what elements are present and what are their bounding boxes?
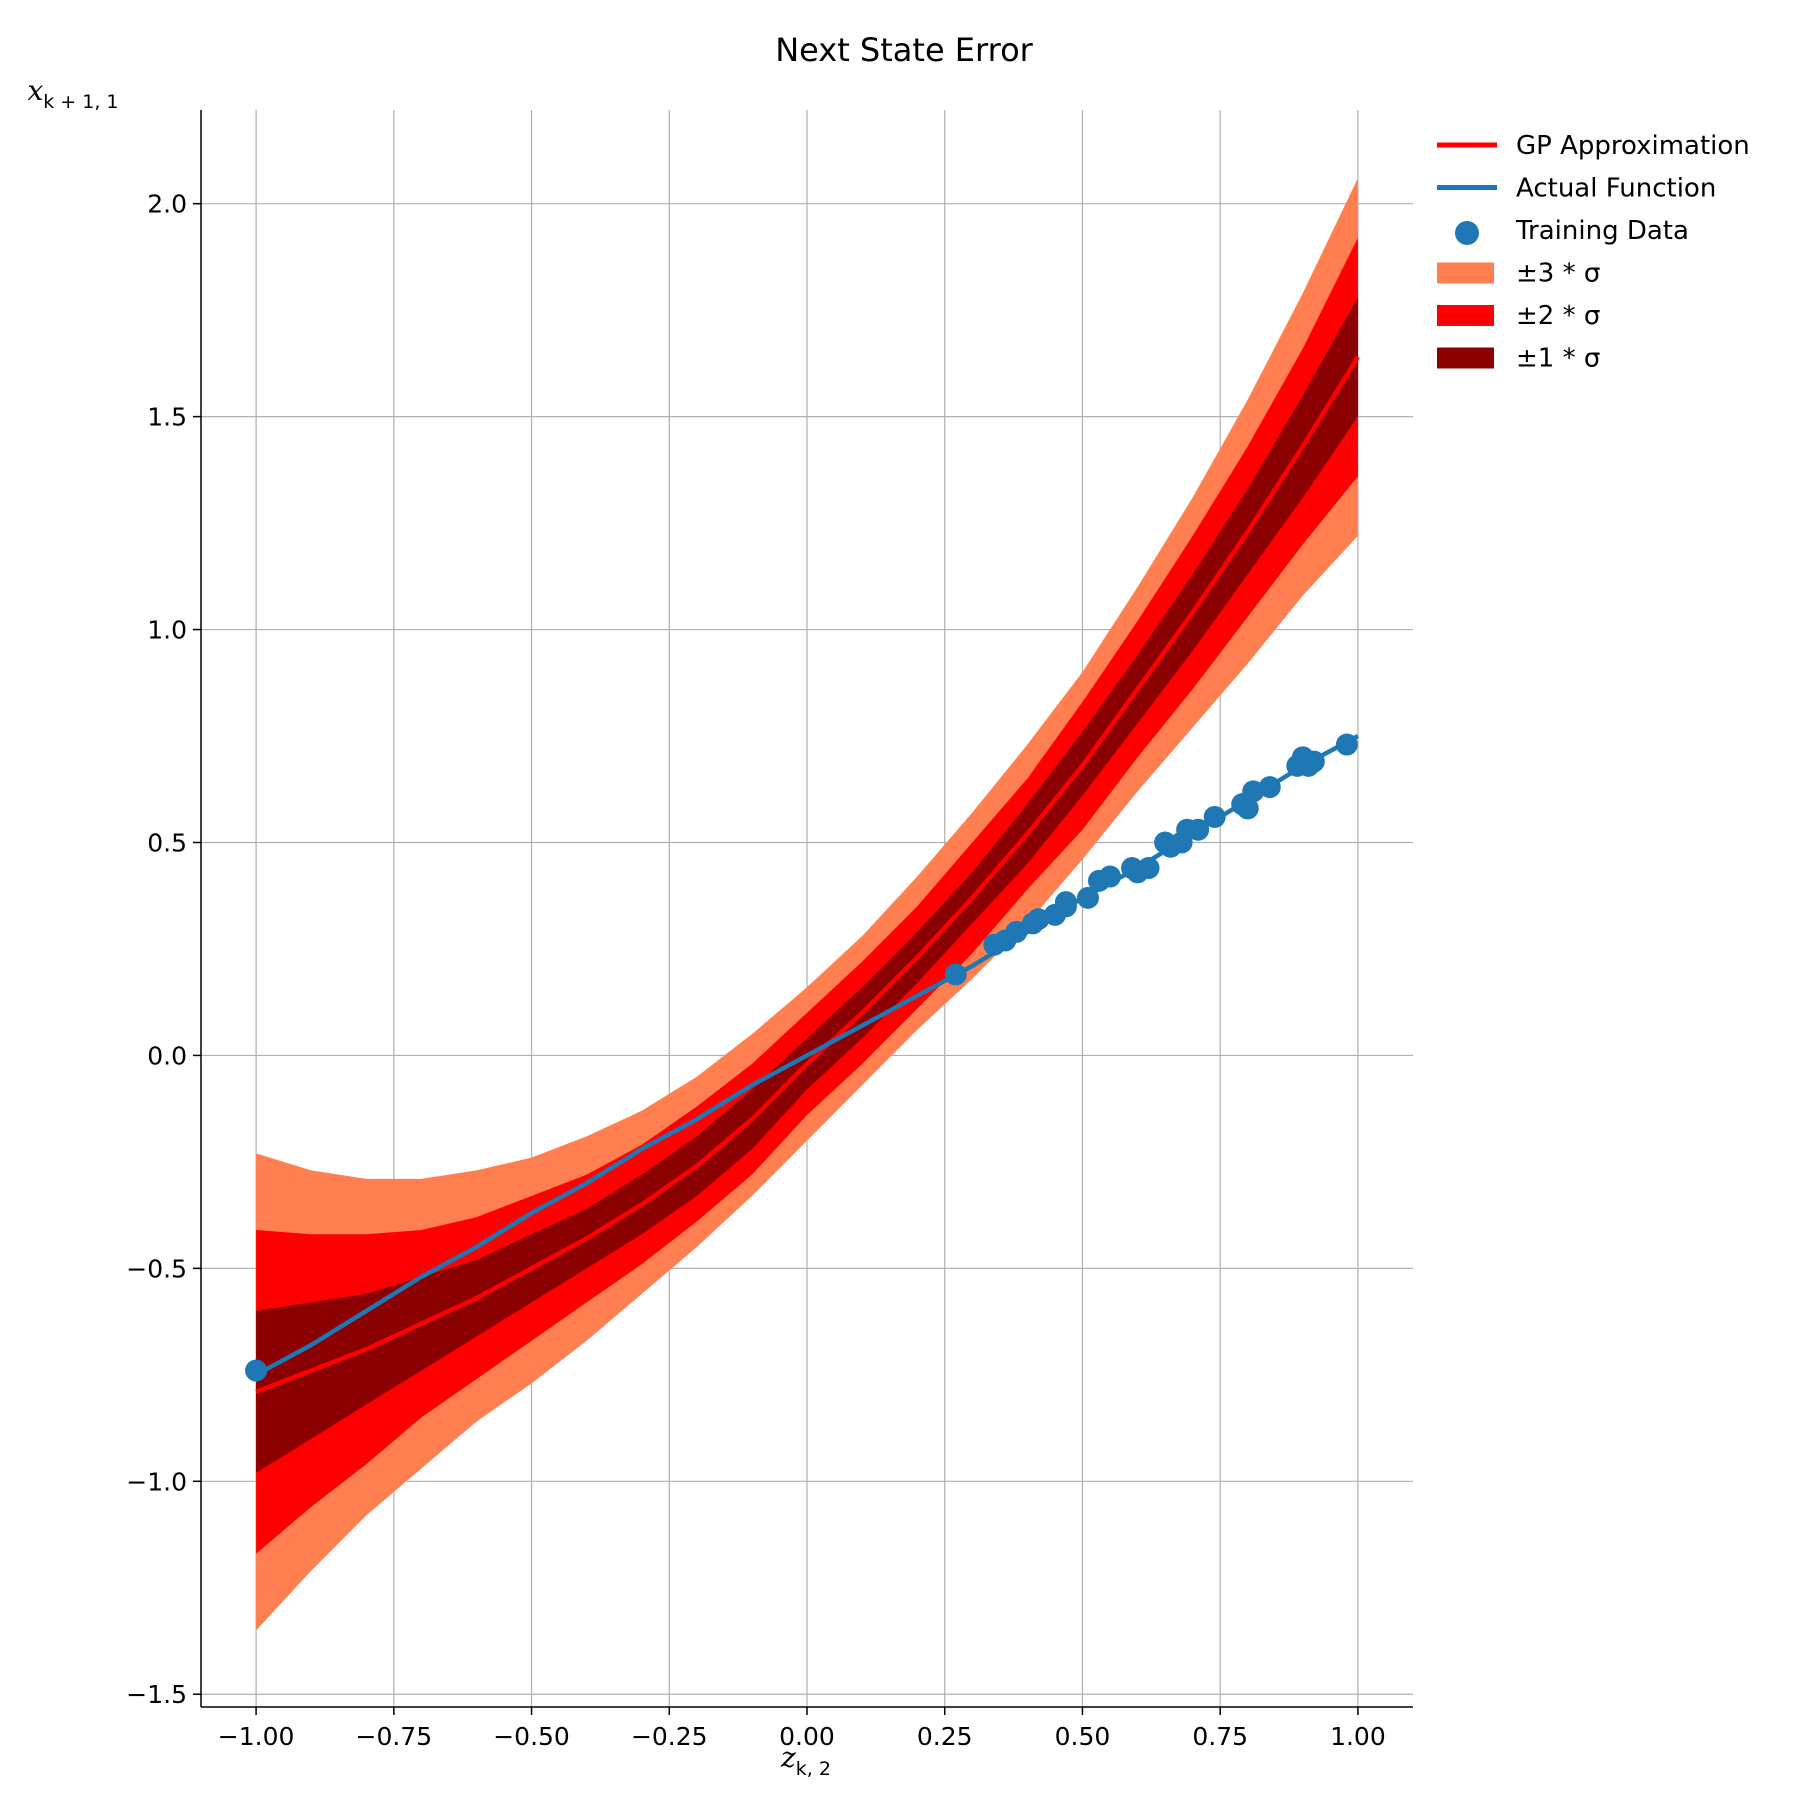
y-tick-label: −1.5 xyxy=(126,1680,187,1709)
training-point xyxy=(245,1359,268,1382)
x-tick-label: −0.25 xyxy=(631,1722,708,1751)
axis-labels: zk, 2 xk + 1, 1 xyxy=(27,74,831,1780)
training-point xyxy=(1187,818,1210,841)
x-axis-label-base: z xyxy=(780,1741,796,1774)
legend-item: ±3 * σ xyxy=(1437,259,1600,289)
legend-label: Training Data xyxy=(1515,216,1689,246)
confidence-band-1sigma xyxy=(256,297,1358,1473)
legend-item: GP Approximation xyxy=(1437,131,1750,161)
x-tick-label: 0.00 xyxy=(779,1722,835,1751)
legend-item: Actual Function xyxy=(1437,174,1716,204)
legend-label: GP Approximation xyxy=(1516,131,1750,161)
training-points xyxy=(245,733,1358,1382)
y-tick-label: 0.0 xyxy=(147,1041,187,1070)
training-point xyxy=(1076,886,1099,909)
y-axis-label-subscript: k + 1, 1 xyxy=(43,91,118,113)
y-tick-label: 1.0 xyxy=(147,616,187,645)
confidence-band-2sigma xyxy=(256,237,1358,1554)
legend-swatch-patch xyxy=(1437,305,1494,326)
x-axis-label-subscript: k, 2 xyxy=(796,1758,831,1780)
y-tick-label: 2.0 xyxy=(147,190,187,219)
x-tick-label: 0.25 xyxy=(917,1722,973,1751)
y-axis-label-base: x xyxy=(27,74,43,107)
x-tick-label: −0.50 xyxy=(493,1722,570,1751)
y-tick-label: 1.5 xyxy=(147,403,187,432)
legend-swatch-marker xyxy=(1455,221,1479,245)
chart-title: Next State Error xyxy=(775,31,1033,69)
x-tick-label: 0.75 xyxy=(1192,1722,1248,1751)
axes: −1.00 −0.75 −0.50 −0.25 0.00 0.25 0.50 0.75 1.00… xyxy=(126,110,1413,1751)
legend-item: Training Data xyxy=(1455,216,1689,246)
training-point xyxy=(1242,780,1265,803)
x-tick-label: 0.50 xyxy=(1055,1722,1111,1751)
training-point xyxy=(944,963,967,986)
legend-item: ±2 * σ xyxy=(1437,301,1600,331)
training-point xyxy=(1203,805,1226,828)
y-axis-label: xk + 1, 1 xyxy=(27,74,118,113)
x-tick-label: −0.75 xyxy=(356,1722,433,1751)
training-point xyxy=(1302,750,1325,773)
legend-label: ±3 * σ xyxy=(1516,259,1600,289)
legend-label: ±2 * σ xyxy=(1516,301,1600,331)
y-tick-label: 0.5 xyxy=(147,828,187,857)
training-point xyxy=(1137,857,1160,880)
legend-label: Actual Function xyxy=(1516,174,1716,204)
legend-swatch-patch xyxy=(1437,347,1494,369)
training-point xyxy=(1335,733,1358,756)
legend-swatch-patch xyxy=(1437,262,1494,284)
training-point xyxy=(1236,797,1259,820)
training-point xyxy=(1258,776,1281,799)
legend-label: ±1 * σ xyxy=(1516,344,1600,374)
x-tick-label: −1.00 xyxy=(218,1722,295,1751)
y-tick-label: −1.0 xyxy=(126,1467,187,1496)
training-point xyxy=(1099,865,1121,888)
legend-item: ±1 * σ xyxy=(1437,344,1600,374)
x-axis-label: zk, 2 xyxy=(780,1741,831,1780)
training-point xyxy=(1027,908,1050,931)
training-point xyxy=(1054,891,1077,914)
y-tick-label: −0.5 xyxy=(126,1254,187,1283)
x-tick-label: 1.00 xyxy=(1330,1722,1386,1751)
training-point xyxy=(1005,920,1028,943)
legend: GP Approximation Actual Function Training … xyxy=(1437,131,1750,374)
gp-approximation-line xyxy=(255,355,1360,1394)
